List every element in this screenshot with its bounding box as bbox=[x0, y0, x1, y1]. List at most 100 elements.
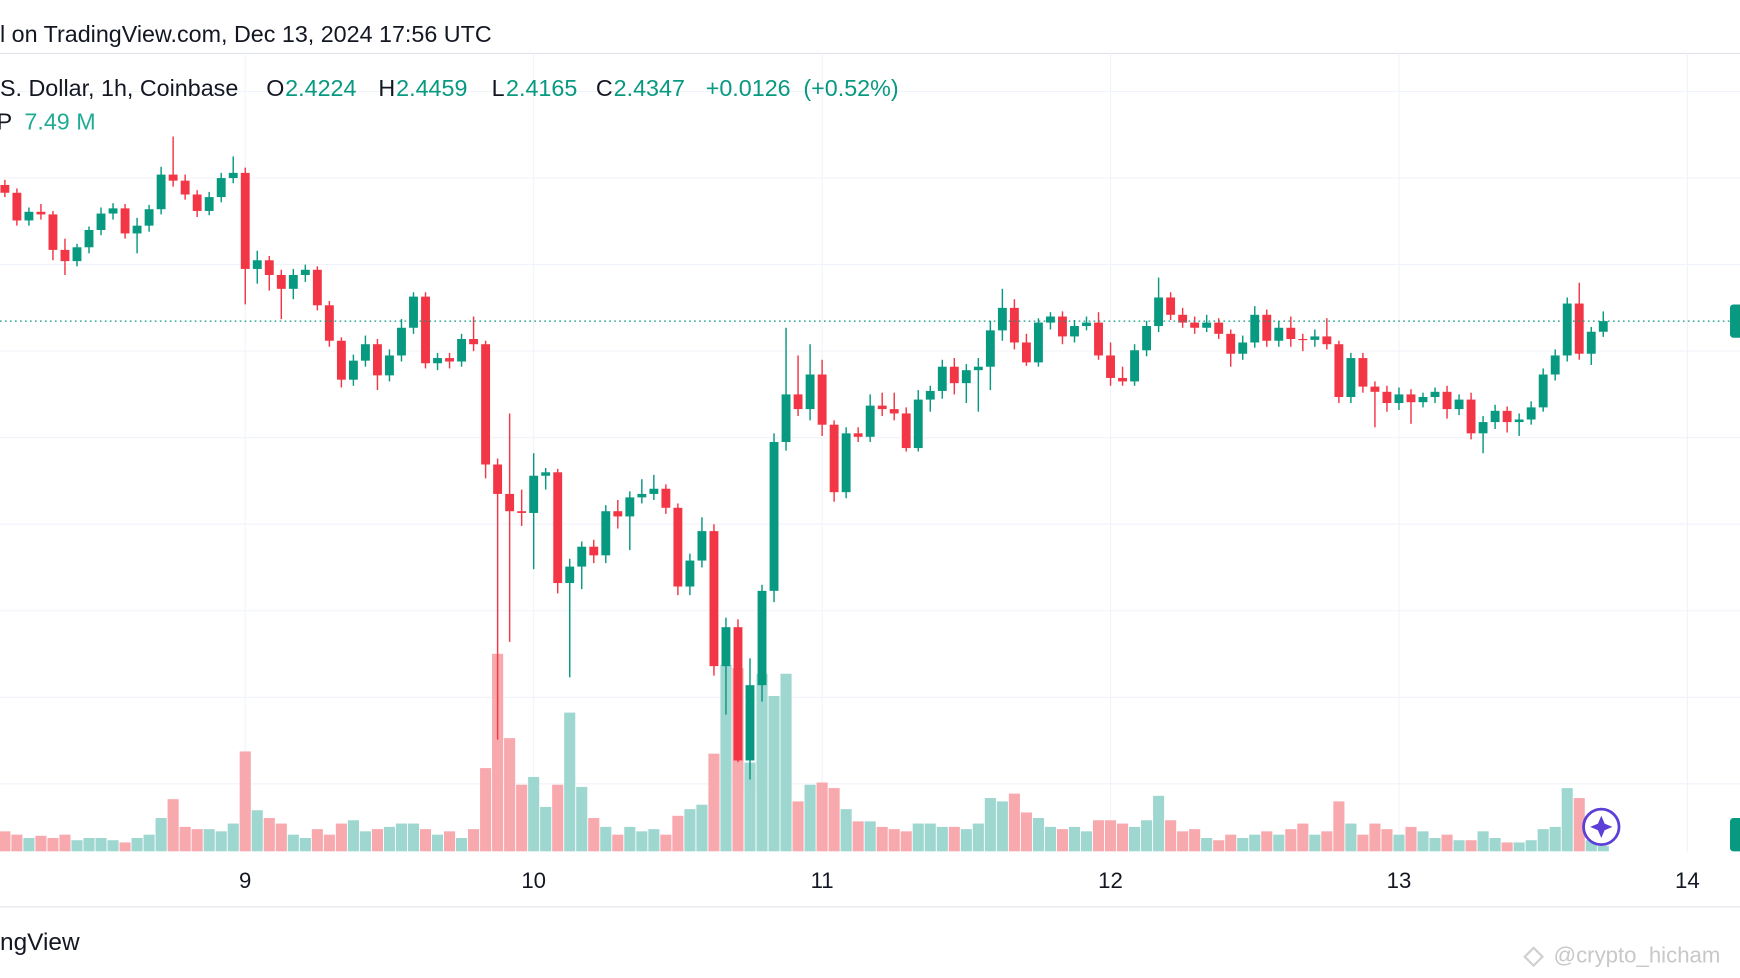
candle-body bbox=[757, 590, 767, 686]
candle-body bbox=[709, 531, 719, 667]
volume-bar bbox=[864, 821, 876, 852]
candle-body bbox=[985, 330, 995, 367]
candle-body bbox=[1021, 342, 1031, 363]
candle-body bbox=[1166, 297, 1176, 315]
x-tick-label: 11 bbox=[811, 868, 834, 893]
candle-body bbox=[1310, 336, 1320, 340]
volume-bar bbox=[744, 762, 756, 852]
candle-body bbox=[697, 531, 707, 561]
volume-bar bbox=[1201, 837, 1213, 852]
volume-bar bbox=[155, 818, 167, 852]
volume-bar bbox=[564, 712, 576, 852]
change: +0.0126 bbox=[706, 75, 791, 101]
candle-body bbox=[1118, 377, 1127, 382]
volume-bar bbox=[996, 801, 1008, 852]
candle-body bbox=[300, 269, 310, 275]
volume-tag bbox=[1730, 818, 1740, 852]
volume-bar bbox=[1357, 834, 1369, 852]
volume-bar bbox=[756, 673, 768, 852]
candle-body bbox=[1382, 391, 1392, 404]
candle-body bbox=[637, 493, 647, 498]
candle-body bbox=[913, 399, 923, 449]
candle-body bbox=[264, 260, 274, 275]
volume-bar bbox=[275, 823, 287, 852]
candle-body bbox=[541, 472, 551, 476]
volume-bar bbox=[1429, 837, 1441, 852]
volume-bar bbox=[504, 738, 516, 852]
candle-body bbox=[1130, 350, 1140, 382]
volume-bar bbox=[948, 826, 960, 852]
volume-bar bbox=[1056, 829, 1069, 852]
candle-body bbox=[348, 360, 358, 380]
candle-body bbox=[36, 211, 46, 215]
candle-body bbox=[1190, 322, 1200, 328]
volume-bar bbox=[1285, 829, 1297, 852]
volume-bar bbox=[984, 798, 996, 852]
volume-bar bbox=[516, 784, 528, 852]
candle-body bbox=[132, 225, 142, 234]
candle-body bbox=[1430, 391, 1440, 397]
candle-body bbox=[877, 405, 887, 410]
candle-body bbox=[745, 685, 755, 761]
volume-bar bbox=[359, 831, 371, 852]
candle-body bbox=[336, 340, 346, 380]
volume-bar bbox=[59, 834, 71, 852]
volume-bar bbox=[1489, 837, 1501, 852]
assistant-star[interactable] bbox=[1590, 815, 1613, 838]
volume-bar bbox=[1549, 826, 1561, 852]
volume-bar bbox=[1369, 823, 1381, 852]
ohlc-value: 2.4224 bbox=[285, 75, 356, 101]
candle-body bbox=[24, 211, 34, 221]
candle-body bbox=[1202, 322, 1212, 328]
candle-body bbox=[240, 172, 250, 269]
candle-body bbox=[997, 307, 1007, 331]
volume-bar bbox=[83, 837, 95, 852]
assistant-button[interactable] bbox=[1582, 807, 1621, 847]
candle-body bbox=[1274, 327, 1284, 341]
volume-bar bbox=[1117, 823, 1129, 852]
volume-bar bbox=[852, 821, 864, 852]
volume-bar bbox=[492, 653, 504, 852]
volume-bar bbox=[888, 829, 900, 852]
watermark-icon bbox=[1523, 946, 1545, 968]
candle-body bbox=[1478, 422, 1488, 434]
candle-body bbox=[1598, 321, 1608, 332]
volume-bar bbox=[1417, 831, 1429, 852]
candle-body bbox=[288, 274, 298, 289]
volume-bar bbox=[1104, 820, 1117, 852]
volume-bar bbox=[287, 834, 299, 852]
candle-body bbox=[853, 433, 863, 437]
candle-body bbox=[120, 208, 130, 234]
candle-body bbox=[1562, 303, 1572, 356]
volume-bar bbox=[1213, 840, 1225, 852]
candle-body bbox=[1538, 374, 1548, 408]
candle-body bbox=[565, 566, 575, 584]
volume-bar bbox=[672, 815, 684, 852]
candle-body bbox=[841, 433, 851, 493]
candle-body bbox=[1490, 410, 1500, 423]
volume-bar bbox=[1393, 834, 1405, 852]
x-tick-label: 14 bbox=[1675, 868, 1700, 893]
volume-bar bbox=[1345, 823, 1357, 852]
candle-body bbox=[324, 305, 334, 341]
volume-bar bbox=[1129, 826, 1141, 852]
candle-body bbox=[1346, 358, 1356, 397]
candle-body bbox=[216, 178, 226, 198]
volume-bar bbox=[203, 829, 215, 852]
volume-bar bbox=[1297, 823, 1309, 852]
volume-value: 7.49 M bbox=[24, 109, 95, 135]
candle-body bbox=[1033, 322, 1043, 363]
volume-bar bbox=[1477, 831, 1489, 852]
candle-body bbox=[1082, 322, 1091, 327]
x-tick-label: 9 bbox=[239, 868, 251, 893]
candle-body bbox=[204, 197, 214, 211]
volume-bar bbox=[1044, 826, 1056, 852]
volume-bar bbox=[708, 753, 720, 852]
candle-body bbox=[1262, 314, 1272, 341]
volume-bar bbox=[612, 834, 624, 852]
candle-body bbox=[433, 358, 442, 364]
candle-body bbox=[168, 174, 178, 181]
volume-bar bbox=[1309, 834, 1321, 852]
volume-bar bbox=[1008, 793, 1020, 852]
